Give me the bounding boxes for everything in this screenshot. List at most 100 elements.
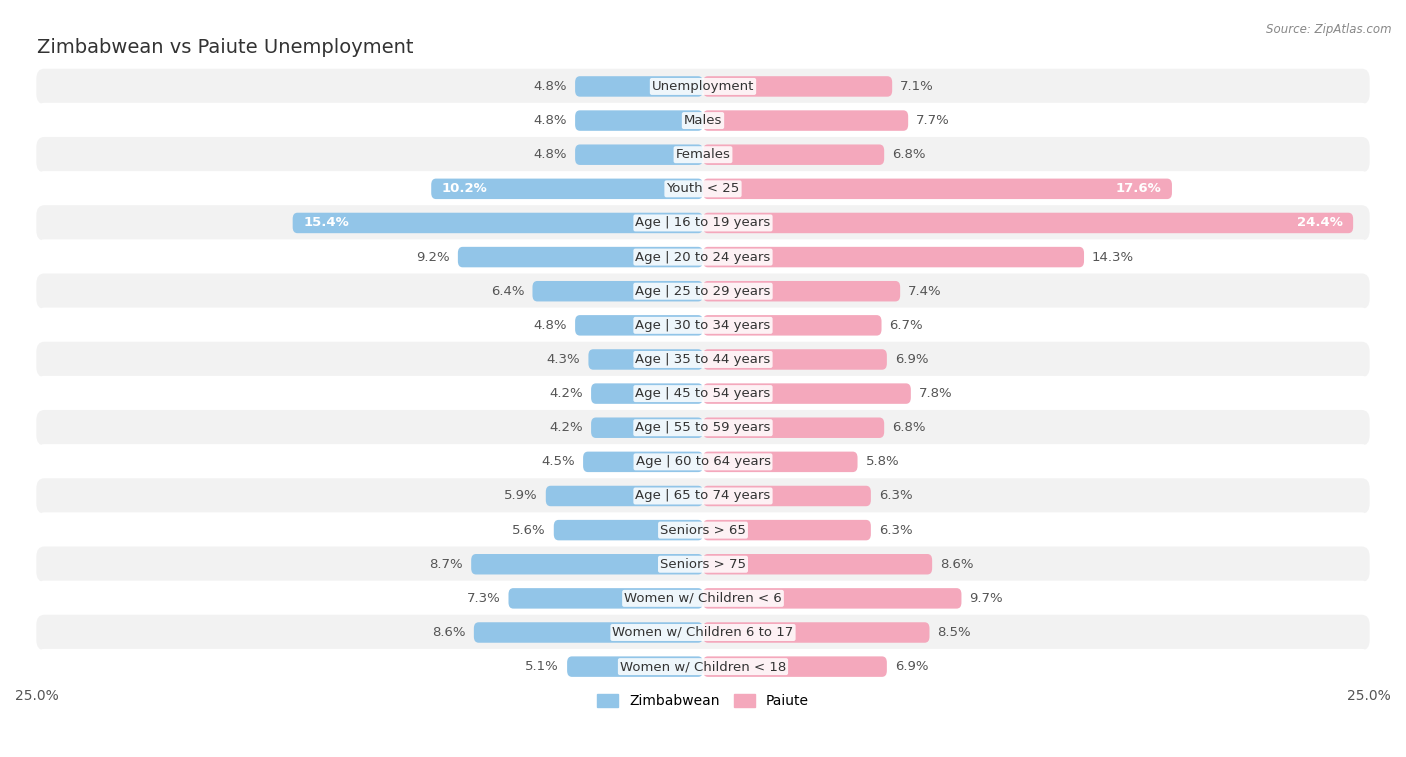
Text: Women w/ Children < 6: Women w/ Children < 6 — [624, 592, 782, 605]
Text: Age | 25 to 29 years: Age | 25 to 29 years — [636, 285, 770, 298]
FancyBboxPatch shape — [703, 281, 900, 301]
Text: 7.1%: 7.1% — [900, 80, 934, 93]
Text: Females: Females — [675, 148, 731, 161]
FancyBboxPatch shape — [703, 520, 870, 540]
FancyBboxPatch shape — [703, 111, 908, 131]
Text: 9.7%: 9.7% — [970, 592, 1002, 605]
FancyBboxPatch shape — [37, 171, 1369, 207]
FancyBboxPatch shape — [567, 656, 703, 677]
Text: Age | 16 to 19 years: Age | 16 to 19 years — [636, 217, 770, 229]
FancyBboxPatch shape — [703, 179, 1173, 199]
FancyBboxPatch shape — [575, 76, 703, 97]
FancyBboxPatch shape — [471, 554, 703, 575]
FancyBboxPatch shape — [583, 452, 703, 472]
FancyBboxPatch shape — [432, 179, 703, 199]
Text: 14.3%: 14.3% — [1092, 251, 1135, 263]
Text: 4.5%: 4.5% — [541, 456, 575, 469]
Text: 5.1%: 5.1% — [526, 660, 560, 673]
FancyBboxPatch shape — [703, 76, 893, 97]
Legend: Zimbabwean, Paiute: Zimbabwean, Paiute — [592, 689, 814, 714]
FancyBboxPatch shape — [703, 486, 870, 506]
Text: 6.8%: 6.8% — [893, 421, 925, 435]
Text: Age | 60 to 64 years: Age | 60 to 64 years — [636, 456, 770, 469]
FancyBboxPatch shape — [474, 622, 703, 643]
FancyBboxPatch shape — [37, 69, 1369, 104]
Text: 8.6%: 8.6% — [941, 558, 973, 571]
Text: Youth < 25: Youth < 25 — [666, 182, 740, 195]
Text: 8.7%: 8.7% — [430, 558, 463, 571]
Text: Males: Males — [683, 114, 723, 127]
FancyBboxPatch shape — [575, 315, 703, 335]
Text: Age | 20 to 24 years: Age | 20 to 24 years — [636, 251, 770, 263]
Text: Age | 45 to 54 years: Age | 45 to 54 years — [636, 387, 770, 400]
FancyBboxPatch shape — [591, 383, 703, 403]
Text: 6.3%: 6.3% — [879, 524, 912, 537]
FancyBboxPatch shape — [37, 478, 1369, 514]
Text: Age | 65 to 74 years: Age | 65 to 74 years — [636, 490, 770, 503]
Text: 6.9%: 6.9% — [894, 660, 928, 673]
FancyBboxPatch shape — [37, 205, 1369, 241]
FancyBboxPatch shape — [509, 588, 703, 609]
FancyBboxPatch shape — [458, 247, 703, 267]
FancyBboxPatch shape — [575, 145, 703, 165]
FancyBboxPatch shape — [37, 581, 1369, 616]
Text: 7.3%: 7.3% — [467, 592, 501, 605]
Text: Age | 35 to 44 years: Age | 35 to 44 years — [636, 353, 770, 366]
Text: 4.8%: 4.8% — [534, 114, 567, 127]
Text: 9.2%: 9.2% — [416, 251, 450, 263]
Text: 4.2%: 4.2% — [550, 421, 583, 435]
FancyBboxPatch shape — [533, 281, 703, 301]
Text: 4.2%: 4.2% — [550, 387, 583, 400]
FancyBboxPatch shape — [292, 213, 703, 233]
FancyBboxPatch shape — [703, 418, 884, 438]
Text: Women w/ Children 6 to 17: Women w/ Children 6 to 17 — [613, 626, 793, 639]
FancyBboxPatch shape — [37, 273, 1369, 309]
Text: 6.7%: 6.7% — [890, 319, 924, 332]
Text: Age | 30 to 34 years: Age | 30 to 34 years — [636, 319, 770, 332]
Text: 8.6%: 8.6% — [433, 626, 465, 639]
Text: 17.6%: 17.6% — [1115, 182, 1161, 195]
Text: 7.8%: 7.8% — [920, 387, 952, 400]
Text: Age | 55 to 59 years: Age | 55 to 59 years — [636, 421, 770, 435]
FancyBboxPatch shape — [37, 547, 1369, 582]
Text: 5.8%: 5.8% — [866, 456, 900, 469]
FancyBboxPatch shape — [703, 656, 887, 677]
FancyBboxPatch shape — [703, 383, 911, 403]
Text: Unemployment: Unemployment — [652, 80, 754, 93]
FancyBboxPatch shape — [37, 512, 1369, 548]
Text: Seniors > 75: Seniors > 75 — [659, 558, 747, 571]
Text: 7.4%: 7.4% — [908, 285, 942, 298]
Text: Zimbabwean vs Paiute Unemployment: Zimbabwean vs Paiute Unemployment — [37, 38, 413, 57]
FancyBboxPatch shape — [703, 145, 884, 165]
Text: 4.8%: 4.8% — [534, 319, 567, 332]
Text: 15.4%: 15.4% — [304, 217, 349, 229]
Text: 4.3%: 4.3% — [547, 353, 581, 366]
FancyBboxPatch shape — [37, 444, 1369, 480]
FancyBboxPatch shape — [703, 588, 962, 609]
Text: 5.6%: 5.6% — [512, 524, 546, 537]
FancyBboxPatch shape — [703, 213, 1353, 233]
Text: Source: ZipAtlas.com: Source: ZipAtlas.com — [1267, 23, 1392, 36]
FancyBboxPatch shape — [703, 247, 1084, 267]
FancyBboxPatch shape — [37, 103, 1369, 139]
Text: Women w/ Children < 18: Women w/ Children < 18 — [620, 660, 786, 673]
FancyBboxPatch shape — [703, 622, 929, 643]
Text: 6.8%: 6.8% — [893, 148, 925, 161]
FancyBboxPatch shape — [546, 486, 703, 506]
FancyBboxPatch shape — [37, 410, 1369, 445]
FancyBboxPatch shape — [37, 376, 1369, 411]
Text: 4.8%: 4.8% — [534, 80, 567, 93]
Text: 8.5%: 8.5% — [938, 626, 972, 639]
FancyBboxPatch shape — [703, 554, 932, 575]
FancyBboxPatch shape — [37, 649, 1369, 684]
Text: 6.9%: 6.9% — [894, 353, 928, 366]
Text: 7.7%: 7.7% — [917, 114, 950, 127]
Text: 10.2%: 10.2% — [441, 182, 488, 195]
FancyBboxPatch shape — [554, 520, 703, 540]
Text: 6.3%: 6.3% — [879, 490, 912, 503]
Text: Seniors > 65: Seniors > 65 — [659, 524, 747, 537]
FancyBboxPatch shape — [37, 615, 1369, 650]
FancyBboxPatch shape — [37, 307, 1369, 343]
FancyBboxPatch shape — [37, 137, 1369, 173]
FancyBboxPatch shape — [703, 315, 882, 335]
